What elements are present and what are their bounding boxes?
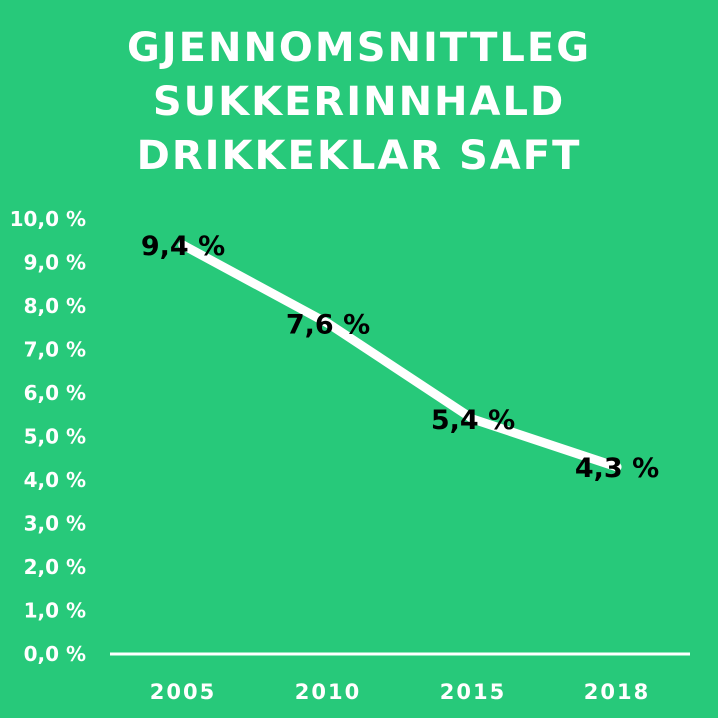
series-line: [178, 240, 622, 472]
data-point: [468, 414, 478, 424]
chart-title-line-1: GJENNOMSNITTLEG: [126, 25, 592, 71]
y-tick-label: 2,0 %: [24, 555, 86, 579]
chart-title-line-3: DRIKKEKLAR SAFT: [136, 133, 582, 179]
y-tick-label: 1,0 %: [24, 599, 86, 623]
data-label: 5,4 %: [431, 405, 515, 436]
chart-title-line-2: SUKKERINNHALD: [152, 79, 566, 125]
data-label: 7,6 %: [286, 309, 370, 340]
y-tick-label: 6,0 %: [24, 381, 86, 405]
y-tick-label: 4,0 %: [24, 468, 86, 492]
x-tick-label: 2018: [584, 680, 650, 704]
data-label: 9,4 %: [141, 231, 225, 262]
y-tick-label: 9,0 %: [24, 251, 86, 275]
data-label: 4,3 %: [575, 453, 659, 484]
y-tick-label: 8,0 %: [24, 294, 86, 318]
x-tick-label: 2005: [150, 680, 216, 704]
data-point: [612, 462, 622, 472]
data-point: [323, 318, 333, 328]
y-tick-label: 5,0 %: [24, 425, 86, 449]
x-tick-label: 2010: [295, 680, 361, 704]
y-tick-label: 10,0 %: [10, 207, 86, 231]
data-point: [178, 240, 188, 250]
x-tick-label: 2015: [440, 680, 506, 704]
y-tick-label: 7,0 %: [24, 338, 86, 362]
y-tick-label: 0,0 %: [24, 642, 86, 666]
y-tick-label: 3,0 %: [24, 512, 86, 536]
